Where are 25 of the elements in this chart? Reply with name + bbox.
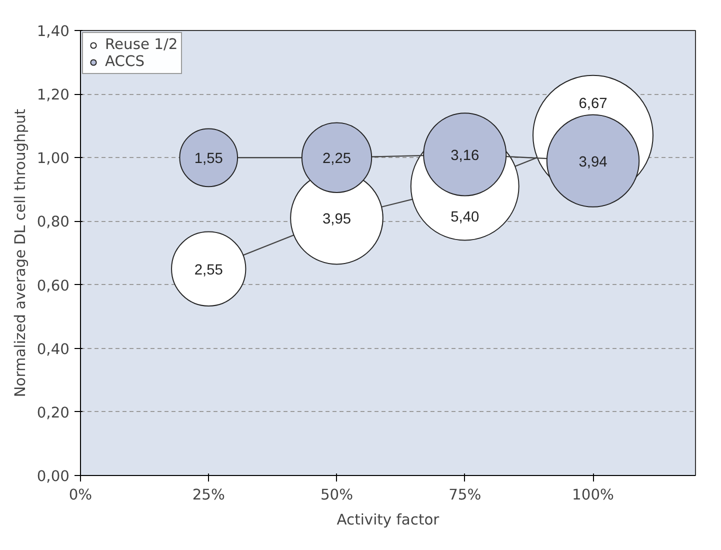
y-tick-label: 0,40 <box>36 340 70 358</box>
data-label: 1,55 <box>194 151 223 168</box>
data-label: 6,67 <box>578 96 608 112</box>
data-label: 2,25 <box>322 151 352 168</box>
data-label: 3,95 <box>322 212 352 228</box>
legend-label: Reuse 1/2 <box>105 36 178 53</box>
x-tick-label: 50% <box>320 486 354 504</box>
y-tick-label: 1,40 <box>36 23 70 40</box>
x-tick-label: 75% <box>448 486 482 504</box>
x-axis-title: Activity factor <box>336 512 440 528</box>
data-label: 3,16 <box>450 148 480 164</box>
x-tick-label: 100% <box>572 486 614 504</box>
y-tick-label: 1,20 <box>36 86 70 104</box>
data-label: 5,40 <box>450 209 480 226</box>
y-tick-label: 0,80 <box>36 214 70 231</box>
x-tick-label: 0% <box>68 486 92 504</box>
y-tick-label: 0,60 <box>36 277 70 294</box>
y-tick-label: 0,20 <box>36 404 70 422</box>
legend-label: ACCS <box>105 53 145 70</box>
x-tick-label: 25% <box>192 486 225 504</box>
y-tick-label: 0,00 <box>36 468 70 485</box>
y-axis-title: Normalized average DL cell throughput <box>12 108 29 398</box>
y-tick-label: 1,00 <box>36 150 70 168</box>
data-label: 3,94 <box>578 154 608 170</box>
data-label: 2,55 <box>194 262 223 278</box>
